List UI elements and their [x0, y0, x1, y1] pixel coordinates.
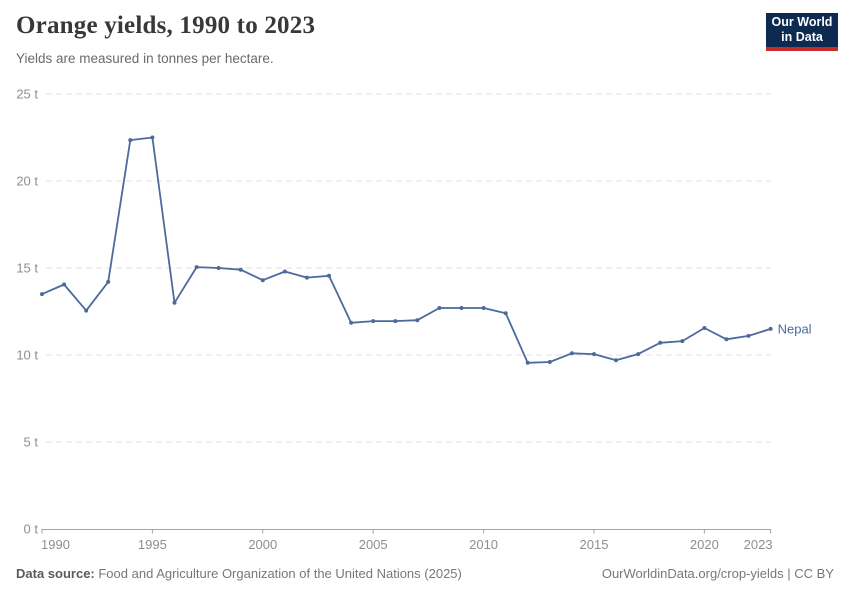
data-point[interactable] [62, 282, 67, 287]
data-point[interactable] [702, 326, 707, 330]
x-tick-label: 2023 [744, 537, 773, 552]
data-point[interactable] [636, 352, 641, 357]
data-point[interactable] [614, 358, 618, 363]
data-source-text: Food and Agriculture Organization of the… [94, 566, 462, 581]
data-point[interactable] [106, 279, 111, 284]
data-point[interactable] [282, 269, 287, 274]
data-point[interactable] [84, 308, 89, 313]
data-point[interactable] [260, 278, 265, 283]
owid-logo: Our World in Data [766, 13, 838, 51]
line-chart: 0 t 5 t 10 t 15 t 20 t 25 t 1990 1995 2000 2005 20… [16, 87, 812, 553]
data-point[interactable] [658, 340, 663, 345]
series-label-nepal: Nepal [778, 321, 812, 336]
x-tick-label: 1990 [41, 537, 70, 552]
x-tick-label: 2020 [690, 537, 719, 552]
y-tick-label: 10 t [16, 348, 38, 363]
data-point[interactable] [459, 306, 464, 310]
data-point[interactable] [371, 319, 376, 324]
x-tick-label: 2010 [469, 537, 498, 552]
logo-line-2: in Data [781, 30, 823, 44]
page-title: Orange yields, 1990 to 2023 [16, 12, 316, 39]
y-tick-label: 0 t [24, 522, 39, 537]
data-point[interactable] [569, 351, 574, 356]
data-point[interactable] [503, 311, 508, 316]
data-point[interactable] [592, 352, 596, 357]
data-point[interactable] [415, 318, 420, 323]
chart-footer: Data source: Food and Agriculture Organi… [16, 566, 834, 582]
data-point[interactable] [349, 320, 354, 325]
y-tick-label: 5 t [24, 435, 39, 450]
data-point[interactable] [304, 275, 309, 280]
data-point[interactable] [393, 319, 398, 324]
data-point[interactable] [724, 337, 729, 342]
data-point[interactable] [680, 339, 685, 344]
data-point[interactable] [40, 292, 44, 297]
data-source-label: Data source: [16, 566, 95, 581]
data-point[interactable] [768, 326, 773, 331]
data-point[interactable] [327, 273, 331, 278]
data-point[interactable] [746, 333, 751, 338]
data-point[interactable] [150, 135, 155, 140]
data-point[interactable] [216, 266, 221, 270]
x-tick-label: 2015 [580, 537, 609, 552]
data-point[interactable] [128, 138, 133, 143]
data-point[interactable] [437, 306, 442, 310]
data-point[interactable] [547, 360, 552, 364]
logo-line-1: Our World [771, 15, 833, 29]
data-source: Data source: Food and Agriculture Organi… [16, 566, 462, 582]
page-subtitle: Yields are measured in tonnes per hectar… [16, 51, 274, 66]
y-tick-label: 15 t [16, 261, 38, 276]
y-tick-label: 25 t [16, 87, 38, 102]
x-tick-label: 2005 [359, 537, 388, 552]
x-tick-label: 1995 [138, 537, 167, 552]
chart-line-nepal [41, 136, 772, 364]
data-point[interactable] [172, 300, 177, 305]
data-point[interactable] [194, 265, 199, 270]
y-tick-label: 20 t [16, 174, 38, 189]
data-point[interactable] [481, 306, 486, 310]
data-point[interactable] [525, 360, 530, 365]
license-link[interactable]: OurWorldinData.org/crop-yields | CC BY [601, 566, 834, 581]
data-point[interactable] [238, 267, 243, 272]
x-tick-label: 2000 [248, 537, 277, 552]
